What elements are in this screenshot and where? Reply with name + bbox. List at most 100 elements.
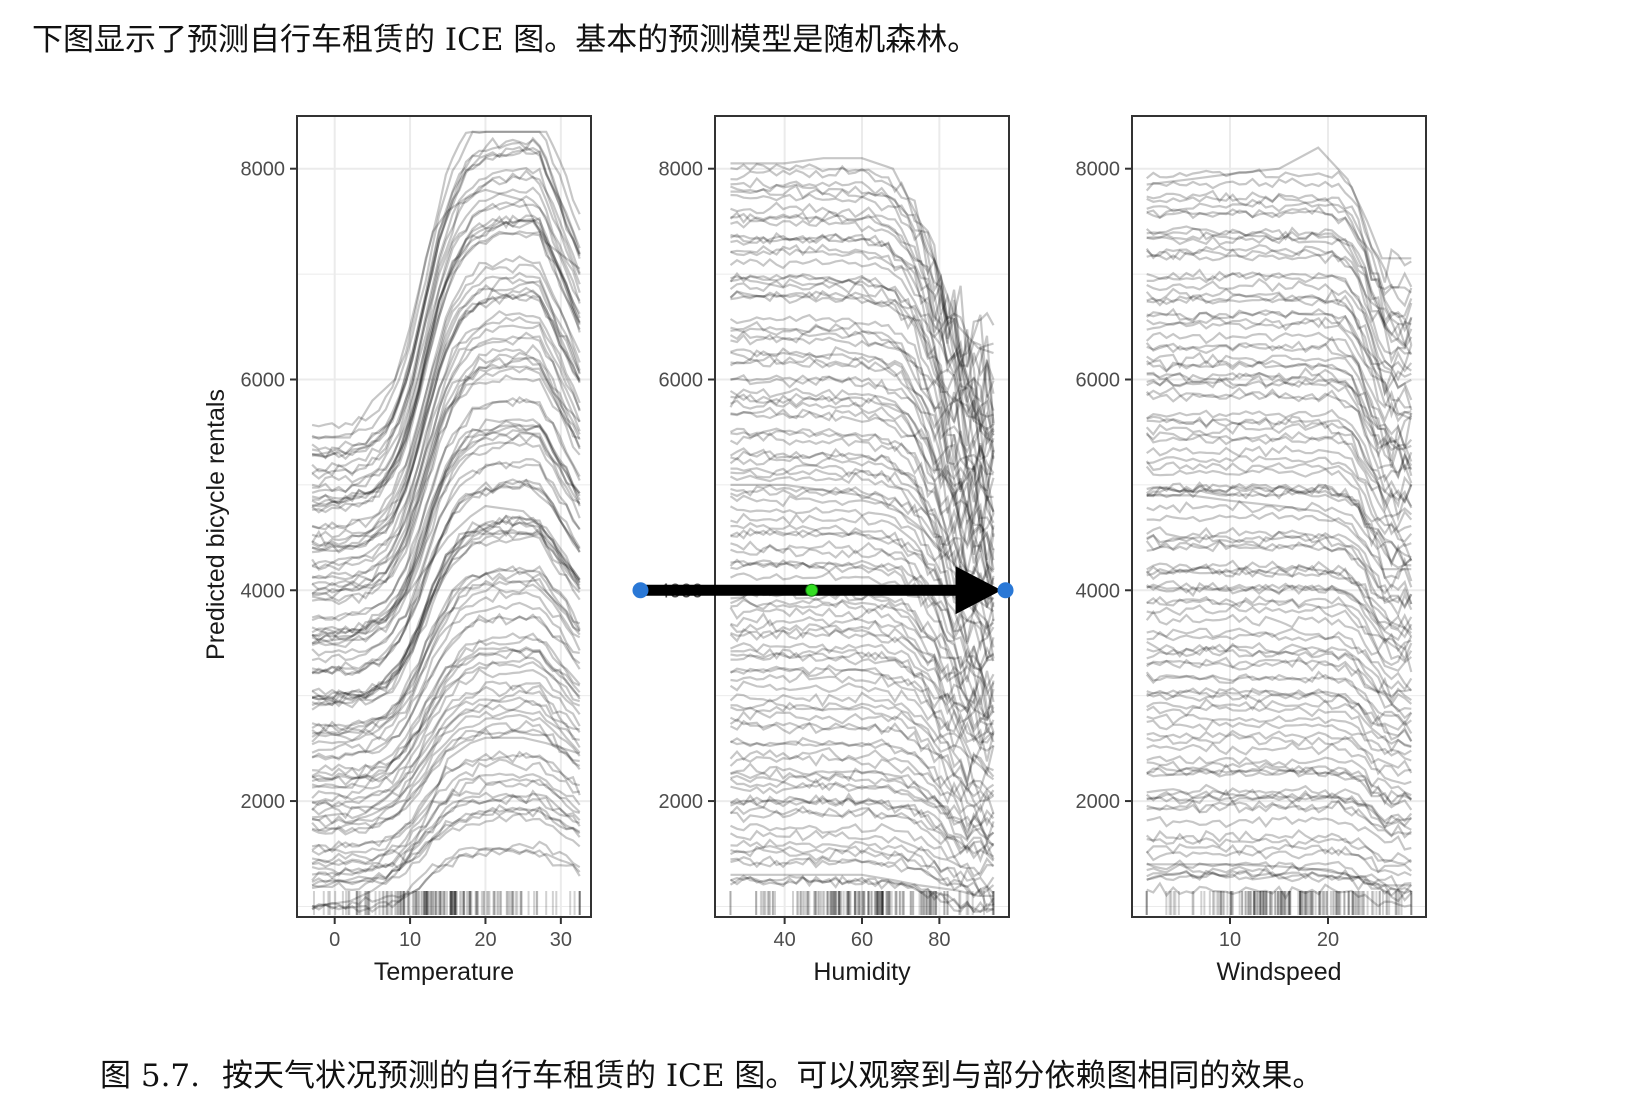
grid-lines <box>1132 116 1426 917</box>
ice-curve <box>311 130 581 440</box>
ice-curve <box>730 709 995 791</box>
ice-curve <box>311 230 581 514</box>
ice-curve <box>1146 430 1413 523</box>
intro-paragraph: 下图显示了预测自行车租赁的 ICE 图。基本的预测模型是随机森林。 <box>32 22 979 58</box>
ice-curve <box>311 218 581 506</box>
ice-curve <box>1145 177 1413 289</box>
caption-text: 按天气状况预测的自行车租赁的 ICE 图。可以观察到与部分依赖图相同的效果。 <box>222 1058 1324 1094</box>
ice-curve <box>311 336 581 581</box>
ice-curve <box>730 611 995 733</box>
ice-curve <box>730 399 995 573</box>
ice-curve <box>730 232 995 452</box>
ice-curve <box>730 374 995 553</box>
ice-curve <box>729 718 995 803</box>
ice-curve <box>311 276 581 547</box>
ice-curve <box>311 424 581 638</box>
grid-lines <box>297 116 591 917</box>
ice-curve <box>1146 417 1413 509</box>
ice-curve <box>1146 559 1413 630</box>
y-tick-label: 6000 <box>241 369 286 391</box>
ice-curve <box>729 387 995 551</box>
ice-curve <box>312 356 581 600</box>
ice-curve <box>729 736 995 808</box>
ice-curve <box>311 374 581 606</box>
ice-curve <box>1145 670 1412 728</box>
ice-curve <box>311 136 581 460</box>
ice-curve <box>730 652 994 735</box>
arrow-mid-marker <box>805 583 819 597</box>
ice-curve <box>730 762 995 842</box>
ice-curve <box>1146 199 1413 326</box>
ice-curve <box>730 626 995 730</box>
ice-curve <box>311 613 581 761</box>
ice-curve <box>1146 697 1412 748</box>
ice-curve <box>730 521 994 660</box>
ice-curve <box>730 544 995 671</box>
ice-curve <box>730 392 995 561</box>
ice-curve <box>729 271 995 437</box>
x-tick-label: 20 <box>1317 929 1339 951</box>
ice-curve <box>311 478 581 673</box>
ice-curve <box>311 656 581 789</box>
ice-curve <box>311 130 581 430</box>
ice-curve <box>1146 408 1413 504</box>
ice-curve <box>729 627 994 736</box>
ice-curve <box>1146 511 1413 590</box>
ice-curve <box>311 433 581 646</box>
ice-curve <box>730 323 995 524</box>
rug-plot <box>729 891 995 915</box>
x-tick-label: 60 <box>851 929 873 951</box>
ice-curve <box>311 794 581 882</box>
ice-curve <box>730 290 994 486</box>
ice-curve <box>312 576 581 737</box>
ice-curve <box>730 598 995 718</box>
ice-curve <box>1146 703 1412 753</box>
ice-curve <box>730 276 995 461</box>
ice-curve <box>1146 655 1413 720</box>
ice-curve <box>730 570 995 697</box>
ice-curve <box>1146 563 1413 639</box>
ice-curve <box>1146 540 1413 618</box>
y-tick-label: 8000 <box>241 159 286 181</box>
ice-curve <box>312 699 581 820</box>
y-tick-label: 2000 <box>659 791 704 813</box>
ice-curve <box>1145 567 1413 638</box>
ice-curve <box>1146 582 1413 651</box>
ice-curve <box>311 684 581 808</box>
ice-curve <box>730 354 994 527</box>
ice-curve <box>311 169 581 477</box>
y-tick-label: 4000 <box>1076 580 1121 602</box>
ice-curve <box>311 280 581 547</box>
ice-curve <box>311 758 580 856</box>
ice-curve <box>1146 741 1412 786</box>
ice-curve <box>311 214 581 500</box>
panel-humidity: 2000400060008000406080Humidity <box>632 115 1014 986</box>
ice-curve <box>1146 732 1412 778</box>
ice-curve <box>311 424 581 642</box>
ice-curve <box>311 514 581 700</box>
x-axis-title: Humidity <box>813 958 911 986</box>
panel-windspeed: 2000 4000 6000 8000 10 20 Windspeed <box>1076 115 1427 986</box>
ice-curve <box>311 847 581 914</box>
ice-curve <box>730 738 995 815</box>
ice-curve <box>730 357 995 531</box>
ice-curve <box>311 166 581 473</box>
annotation-arrow <box>632 566 1014 615</box>
ice-curve <box>311 636 581 779</box>
y-tick-label: 2000 <box>1076 791 1121 813</box>
ice-curve <box>1146 595 1413 662</box>
ice-curve <box>1146 581 1413 642</box>
ice-curve <box>1146 799 1412 837</box>
ice-curve <box>1145 460 1413 543</box>
ice-curve <box>729 753 995 829</box>
ice-curve <box>1145 247 1412 365</box>
ice-curve <box>1146 487 1413 569</box>
ice-curve <box>1146 788 1412 830</box>
ice-curve <box>1145 432 1413 519</box>
ice-curve-example <box>312 188 581 439</box>
figure-caption: 图 5.7. 按天气状况预测的自行车租赁的 ICE 图。可以观察到与部分依赖图相同… <box>100 1050 1620 1095</box>
ice-curve <box>1146 376 1413 479</box>
panel-border <box>296 115 592 918</box>
ice-curve <box>312 293 581 554</box>
ice-curve <box>311 589 581 746</box>
